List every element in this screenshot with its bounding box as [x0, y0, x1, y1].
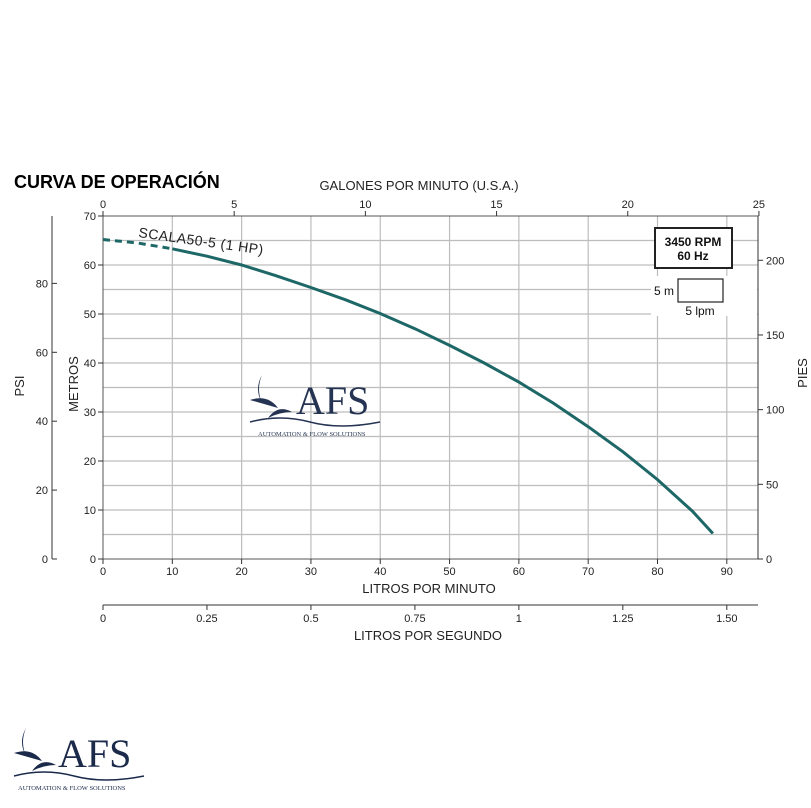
tick-label-psi: 80: [36, 278, 48, 290]
series-label: SCALA50-5 (1 HP): [138, 224, 265, 257]
lps-axis-label: LITROS POR SEGUNDO: [354, 628, 502, 643]
footer-logo-tagline: AUTOMATION & FLOW SOLUTIONS: [18, 785, 126, 792]
tick-label-m: 40: [84, 358, 96, 370]
tick-label-m: 10: [84, 505, 96, 517]
tick-label-lpm: 60: [513, 566, 525, 578]
tick-label-psi: 20: [36, 485, 48, 497]
tick-label-lpm: 30: [305, 566, 317, 578]
tick-label-m: 50: [84, 309, 96, 321]
tick-label-lpm: 80: [651, 566, 663, 578]
tick-label-lpm: 40: [374, 566, 386, 578]
tick-label-m: 30: [84, 407, 96, 419]
tick-label-lpm: 10: [166, 566, 178, 578]
afs-footer-swirl-icon: [14, 728, 56, 771]
legend-scale-lpm: 5 lpm: [685, 304, 714, 318]
tick-label-pies: 150: [766, 330, 784, 342]
afs-watermark-tagline: AUTOMATION & FLOW SOLUTIONS: [258, 431, 366, 438]
afs-watermark: AFS AUTOMATION & FLOW SOLUTIONS: [249, 375, 381, 438]
tick-label-gpm: 15: [490, 199, 502, 211]
chart-ticks: 0 10 20 30 40 50 60 70 80 900 5 10 15 20 2501020304050…: [36, 199, 785, 625]
tick-label-lps: 1.50: [716, 613, 737, 625]
tick-label-psi: 40: [36, 416, 48, 428]
tick-label-lps: 0.25: [196, 613, 217, 625]
legend-hz: 60 Hz: [677, 249, 708, 263]
tick-label-lps: 1: [516, 613, 522, 625]
legend-box: 3450 RPM 60 Hz 5 m 5 lpm: [651, 227, 757, 318]
tick-label-pies: 50: [766, 479, 778, 491]
tick-label-pies: 100: [766, 405, 784, 417]
afs-swirl-icon: [250, 375, 292, 418]
tick-label-lpm: 70: [582, 566, 594, 578]
bottom-axis-label: LITROS POR MINUTO: [362, 581, 495, 596]
tick-label-psi: 0: [42, 554, 48, 566]
tick-label-m: 20: [84, 456, 96, 468]
psi-axis-label: PSI: [12, 376, 27, 397]
tick-label-gpm: 20: [622, 199, 634, 211]
tick-label-lps: 0.5: [303, 613, 318, 625]
legend-rpm: 3450 RPM: [665, 235, 722, 249]
tick-label-lpm: 20: [235, 566, 247, 578]
chart-title: CURVA DE OPERACIÓN: [14, 171, 220, 192]
metros-axis-label: METROS: [66, 356, 81, 412]
tick-label-m: 60: [84, 260, 96, 272]
chart-grid: [103, 216, 758, 559]
series-line-scala50-5: [171, 247, 715, 535]
tick-label-gpm: 10: [359, 199, 371, 211]
tick-label-m: 70: [84, 211, 96, 223]
tick-label-lpm: 90: [721, 566, 733, 578]
footer-logo: AFS AUTOMATION & FLOW SOLUTIONS: [13, 728, 145, 792]
tick-label-psi: 60: [36, 347, 48, 359]
afs-watermark-name: AFS: [296, 378, 369, 423]
tick-label-m: 0: [90, 554, 96, 566]
tick-label-gpm: 25: [753, 199, 765, 211]
tick-label-gpm: 0: [100, 199, 106, 211]
tick-label-lps: 1.25: [612, 613, 633, 625]
tick-label-lps: 0: [100, 613, 106, 625]
tick-label-gpm: 5: [231, 199, 237, 211]
pies-axis-label: PIES: [795, 358, 810, 388]
tick-label-pies: 0: [766, 554, 772, 566]
footer-logo-name: AFS: [58, 731, 131, 776]
tick-label-lpm: 50: [443, 566, 455, 578]
tick-label-pies: 200: [766, 255, 784, 267]
chart-axes: [51, 211, 763, 610]
legend-scale-m: 5 m: [654, 284, 674, 298]
tick-label-lpm: 0: [100, 566, 106, 578]
top-axis-label: GALONES POR MINUTO (U.S.A.): [319, 178, 518, 193]
tick-label-lps: 0.75: [404, 613, 425, 625]
